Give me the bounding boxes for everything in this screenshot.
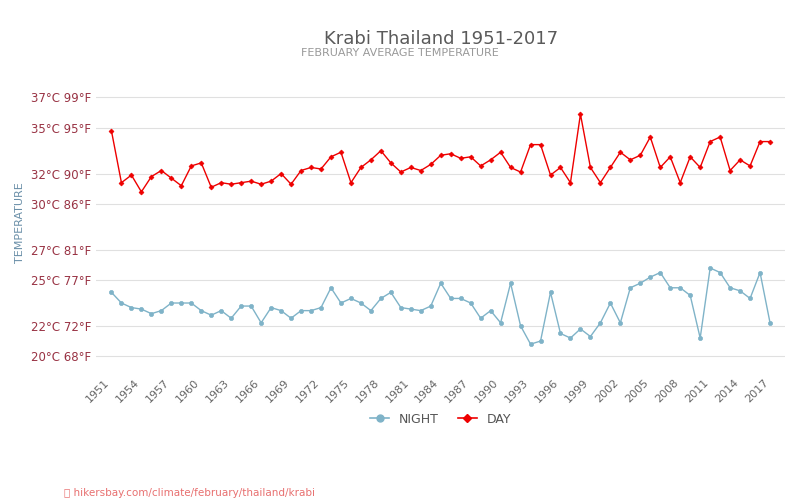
Text: ⌖ hikersbay.com/climate/february/thailand/krabi: ⌖ hikersbay.com/climate/february/thailan…: [64, 488, 315, 498]
Title: Krabi Thailand 1951-2017: Krabi Thailand 1951-2017: [324, 30, 558, 48]
Legend: NIGHT, DAY: NIGHT, DAY: [366, 408, 516, 430]
Text: FEBRUARY AVERAGE TEMPERATURE: FEBRUARY AVERAGE TEMPERATURE: [301, 48, 499, 58]
Y-axis label: TEMPERATURE: TEMPERATURE: [15, 182, 25, 264]
